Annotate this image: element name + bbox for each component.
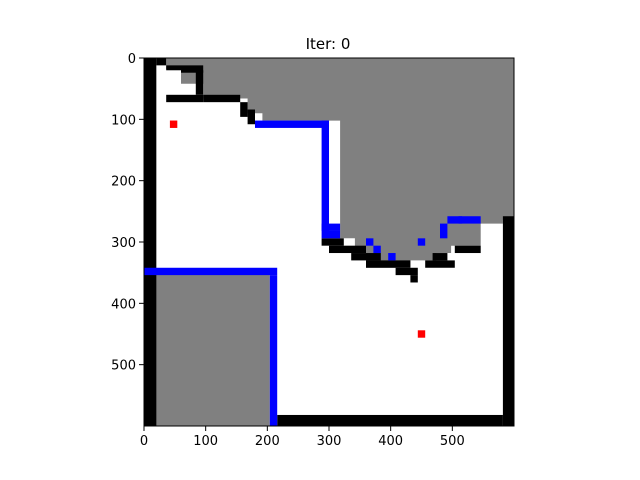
- y-tick-label: 300: [111, 236, 136, 251]
- marker-point: [417, 330, 426, 338]
- wall-cell: [454, 245, 481, 254]
- frontier-cell: [388, 253, 396, 261]
- unknown-region: [144, 271, 270, 426]
- frontier-cell: [373, 245, 381, 254]
- wall-cell: [410, 275, 418, 283]
- wall-cell: [203, 94, 241, 103]
- x-axis: 0 100 200 300 400 500: [140, 426, 465, 449]
- x-tick-label: 200: [255, 434, 280, 449]
- x-tick-label: 100: [193, 434, 218, 449]
- wall-cell: [502, 216, 514, 426]
- frontier-layer: [144, 120, 481, 426]
- frontier-cell: [366, 238, 374, 246]
- wall-cell: [166, 65, 181, 71]
- wall-cell: [432, 253, 448, 261]
- x-tick-label: 300: [317, 434, 342, 449]
- wall-cell: [166, 94, 204, 103]
- frontier-cell: [321, 120, 329, 239]
- frontier-cell: [329, 230, 341, 239]
- wall-cell: [240, 102, 248, 117]
- wall-cell: [351, 253, 381, 261]
- wall-cell: [195, 70, 204, 95]
- y-tick-label: 500: [111, 359, 136, 374]
- marker-layer: [169, 120, 426, 338]
- wall-cell: [329, 245, 366, 254]
- marker-point: [169, 120, 178, 128]
- frontier-cell: [321, 223, 341, 231]
- wall-cell: [277, 414, 503, 426]
- x-tick-label: 0: [140, 434, 148, 449]
- frontier-cell: [447, 216, 463, 224]
- grid-map-plot: [143, 57, 515, 427]
- y-tick-label: 400: [111, 297, 136, 312]
- frontier-cell: [269, 275, 278, 426]
- frontier-cell: [144, 267, 278, 276]
- y-tick-label: 100: [111, 113, 136, 128]
- x-tick-label: 500: [440, 434, 465, 449]
- y-tick-label: 200: [111, 175, 136, 190]
- y-axis: 0 100 200 300 400 500: [111, 52, 144, 374]
- wall-cell: [321, 238, 344, 246]
- frontier-cell: [417, 238, 426, 246]
- x-tick-label: 400: [378, 434, 403, 449]
- wall-cell: [181, 65, 204, 73]
- wall-cell: [395, 267, 418, 276]
- wall-cell: [247, 109, 255, 125]
- wall-layer: [144, 58, 514, 426]
- wall-cell: [425, 260, 455, 268]
- wall-cell: [144, 58, 157, 426]
- wall-cell: [156, 58, 167, 66]
- wall-cell: [366, 260, 411, 268]
- frontier-cell: [255, 120, 329, 128]
- frontier-cell: [440, 223, 448, 239]
- frontier-cell: [458, 216, 481, 224]
- y-tick-label: 0: [128, 52, 136, 67]
- figure-title: Iter: 0: [306, 35, 351, 53]
